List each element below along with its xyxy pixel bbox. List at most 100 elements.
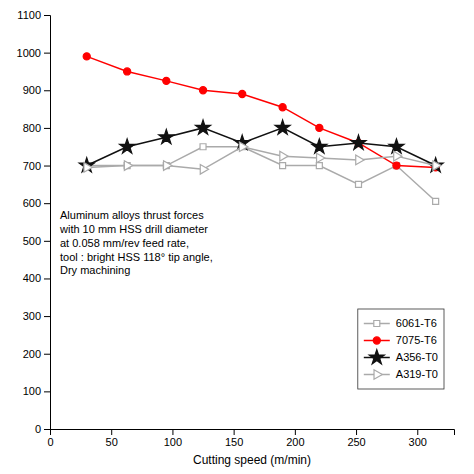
tick-mark [417,429,418,435]
tick: 200 [23,348,50,360]
tick-mark [172,429,173,435]
tick: 1000 [17,47,50,59]
tick: 600 [23,197,50,209]
legend-label: 6061-T6 [396,317,437,329]
tick-mark [44,128,50,129]
tick-label: 100 [164,436,182,448]
tick-label: 200 [23,348,41,360]
tick-mark [44,391,50,392]
marker [239,142,247,152]
tick-mark [44,429,50,430]
tick: 100 [164,429,182,448]
tick-label: 100 [23,385,41,397]
tick: 400 [23,272,50,284]
tick-mark [44,203,50,204]
tick: 300 [23,310,50,322]
marker [280,151,288,161]
marker [196,120,211,134]
legend-item: A356-T0 [364,350,438,364]
tick-mark [44,90,50,91]
tick-label: 300 [23,310,41,322]
tick-label: 400 [23,272,41,284]
marker [199,87,206,94]
marker [83,53,90,60]
marker [124,68,131,75]
marker [394,151,402,161]
tick-label: 250 [347,436,365,448]
tick-mark [44,354,50,355]
tick: 0 [47,429,53,448]
marker [312,139,327,153]
tick: 700 [23,160,50,172]
legend-item: 6061-T6 [364,317,437,329]
tick-label: 50 [106,436,118,448]
x-axis: 0 50 100 150 200 250 300 [47,429,454,448]
marker [316,124,323,131]
legend-marker [374,321,380,327]
tick-mark [44,316,50,317]
tick-mark [44,53,50,54]
marker [124,161,132,171]
legend-label: A319-T0 [396,368,438,380]
tick-mark [44,241,50,242]
marker [279,104,286,111]
tick: 200 [286,429,304,448]
tick: 800 [23,122,50,134]
tick: 50 [106,429,118,448]
marker [84,163,92,173]
tick: 300 [409,429,427,448]
series-line [87,147,436,202]
legend-marker [374,370,382,380]
marker [356,181,362,187]
marker [239,90,246,97]
series-line [87,147,436,170]
tick-mark [111,429,112,435]
tick-label: 900 [23,84,41,96]
legend-label: 7075-T6 [396,334,437,346]
tick-label: 500 [23,235,41,247]
tick-mark [44,15,50,16]
legend-marker [369,350,384,364]
tick: 500 [23,235,50,247]
series-line [87,128,436,166]
tick: 250 [347,429,365,448]
marker [317,153,325,163]
tick-label: 200 [286,436,304,448]
tick-label: 800 [23,122,41,134]
marker [393,163,399,169]
tick-mark [356,429,357,435]
marker [200,165,208,175]
x-axis-label: Cutting speed (m/min) [193,453,311,467]
legend-marker [373,337,380,344]
legend: 6061-T6 7075-T6 A356-T0 A319-T0 [358,309,444,389]
tick-label: 1100 [17,9,41,21]
tick-mark [44,278,50,279]
marker [120,139,135,153]
y-axis: 0 100 200 300 400 500 600 700 800 900 1000 1100 [17,9,51,435]
marks [79,53,443,204]
marker [159,129,174,143]
tick-label: 0 [35,423,41,435]
marker [275,120,290,134]
tick-label: 300 [409,436,427,448]
marker [433,161,441,171]
tick-label: 150 [225,436,243,448]
marker [433,198,439,204]
marker [164,161,172,171]
tick-mark [295,429,296,435]
tick: 100 [23,385,50,397]
axis-line [51,430,455,436]
tick: 900 [23,84,50,96]
plot-area: 0 50 100 150 200 250 300 0 100 200 300 400 500 600 700… [17,9,455,448]
marker [316,163,322,169]
legend-item: 7075-T6 [364,334,437,346]
marker [163,77,170,84]
legend-box [358,309,444,389]
tick: 0 [35,423,50,435]
legend-label: A356-T0 [396,351,438,363]
marker [393,162,400,169]
marker [351,135,366,149]
tick-mark [234,429,235,435]
tick-label: 700 [23,160,41,172]
legend-item: A319-T0 [364,368,438,380]
